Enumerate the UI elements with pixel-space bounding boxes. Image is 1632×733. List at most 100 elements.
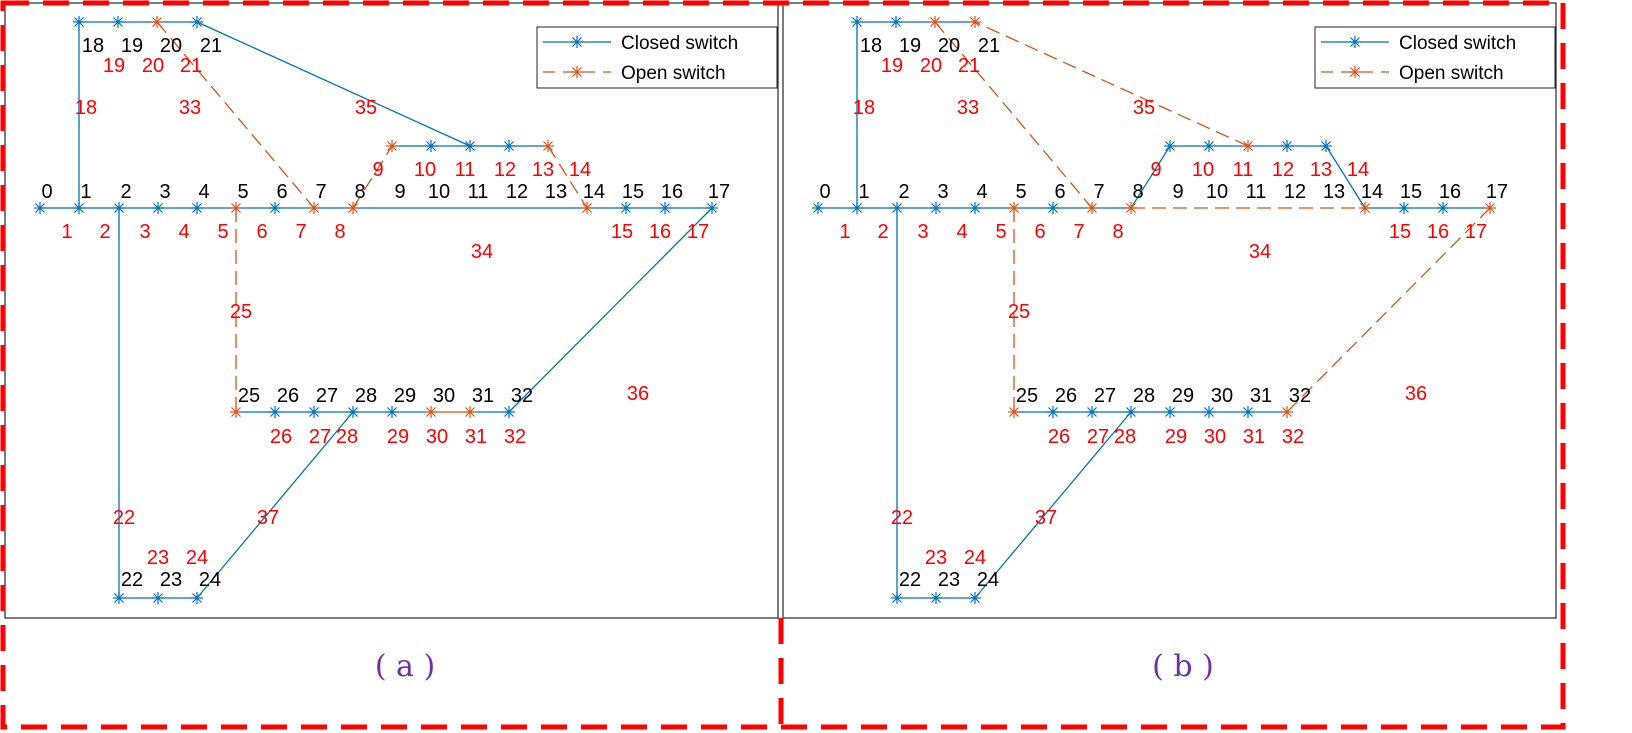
node-label: 13 (1323, 181, 1345, 203)
node-label: 5 (1015, 181, 1026, 203)
node-2-star-icon (113, 202, 125, 214)
branch-label: 4 (956, 221, 967, 243)
node-6-star-icon (269, 202, 281, 214)
node-24-star-icon (969, 592, 981, 604)
node-label: 12 (506, 181, 528, 203)
node-label: 18 (860, 35, 882, 57)
node-label: 27 (1094, 385, 1116, 407)
branch-label: 33 (179, 97, 201, 119)
node-label: 17 (1486, 181, 1508, 203)
panel-caption: ( a ) (375, 649, 435, 684)
branch-label: 24 (964, 547, 986, 569)
node-label: 17 (708, 181, 730, 203)
node-label: 20 (160, 35, 182, 57)
branch-label: 14 (569, 159, 591, 181)
branch-35-closed (196, 21, 471, 147)
branch-label: 3 (917, 221, 928, 243)
node-16-star-icon (1437, 202, 1449, 214)
branch-label: 29 (387, 426, 409, 448)
node-label: 7 (1093, 181, 1104, 203)
node-label: 1 (858, 181, 869, 203)
branch-label: 32 (504, 426, 526, 448)
branch-label: 28 (336, 426, 358, 448)
branch-label: 6 (1034, 221, 1045, 243)
node-31-star-icon (1242, 406, 1254, 418)
branch-label: 9 (372, 159, 383, 181)
branch-9-open (352, 145, 393, 209)
node-9-star-icon (1164, 140, 1176, 152)
node-15-star-icon (1398, 202, 1410, 214)
branch-label: 11 (1233, 159, 1254, 181)
branch-label: 12 (1272, 159, 1294, 181)
branch-label: 17 (1465, 221, 1487, 243)
node-label: 27 (316, 385, 338, 407)
legend-open-star-icon (1349, 66, 1361, 78)
node-label: 23 (938, 569, 960, 591)
legend-closed-star-icon (571, 36, 583, 48)
node-3-star-icon (930, 202, 942, 214)
node-label: 20 (938, 35, 960, 57)
node-21-star-icon (191, 16, 203, 28)
node-label: 31 (1250, 385, 1272, 407)
node-27-star-icon (1086, 406, 1098, 418)
node-label: 30 (1211, 385, 1233, 407)
branch-label: 25 (1008, 301, 1030, 323)
node-label: 25 (1016, 385, 1038, 407)
node-8-star-icon (1125, 202, 1137, 214)
legend: Closed switch Open switch (536, 26, 778, 89)
node-label: 7 (315, 181, 326, 203)
branch-label: 11 (455, 159, 476, 181)
node-30-star-icon (1203, 406, 1215, 418)
node-22-star-icon (891, 592, 903, 604)
node-label: 18 (82, 35, 104, 57)
branch-label: 22 (113, 507, 135, 529)
node-10-star-icon (425, 140, 437, 152)
node-25-star-icon (230, 406, 242, 418)
node-label: 22 (121, 569, 143, 591)
node-label: 24 (977, 569, 999, 591)
branch-9-closed (1130, 145, 1171, 209)
node-6-star-icon (1047, 202, 1059, 214)
node-16-star-icon (659, 202, 671, 214)
node-label: 26 (277, 385, 299, 407)
node-label: 22 (899, 569, 921, 591)
branch-label: 21 (958, 55, 980, 77)
node-label: 2 (120, 181, 131, 203)
node-label: 14 (1361, 181, 1383, 203)
node-3-star-icon (152, 202, 164, 214)
node-label: 2 (898, 181, 909, 203)
node-label: 9 (1172, 181, 1183, 203)
node-label: 21 (978, 35, 1000, 57)
plot-frame (782, 2, 1557, 619)
branch-label: 3 (139, 221, 150, 243)
legend-closed-label: Closed switch (621, 33, 738, 54)
node-label: 16 (661, 181, 683, 203)
branch-label: 36 (1405, 383, 1427, 405)
node-label: 28 (1133, 385, 1155, 407)
branch-label: 26 (1048, 426, 1070, 448)
node-9-star-icon (386, 140, 398, 152)
branch-37-closed (196, 411, 354, 599)
branch-label: 20 (920, 55, 942, 77)
node-label: 28 (355, 385, 377, 407)
branch-label: 36 (627, 383, 649, 405)
branch-36-open (1286, 207, 1491, 413)
node-18-star-icon (851, 16, 863, 28)
branch-label: 8 (334, 221, 345, 243)
node-label: 8 (354, 181, 365, 203)
node-15-star-icon (620, 202, 632, 214)
branch-label: 27 (309, 426, 331, 448)
node-label: 0 (41, 181, 52, 203)
node-4-star-icon (969, 202, 981, 214)
branch-label: 7 (1073, 221, 1084, 243)
node-17-star-icon (706, 202, 718, 214)
branch-label: 30 (1204, 426, 1226, 448)
node-label: 30 (433, 385, 455, 407)
node-label: 15 (622, 181, 644, 203)
node-label: 26 (1055, 385, 1077, 407)
branch-label: 18 (75, 97, 97, 119)
node-28-star-icon (1125, 406, 1137, 418)
node-label: 29 (1172, 385, 1194, 407)
node-27-star-icon (308, 406, 320, 418)
node-label: 12 (1284, 181, 1306, 203)
